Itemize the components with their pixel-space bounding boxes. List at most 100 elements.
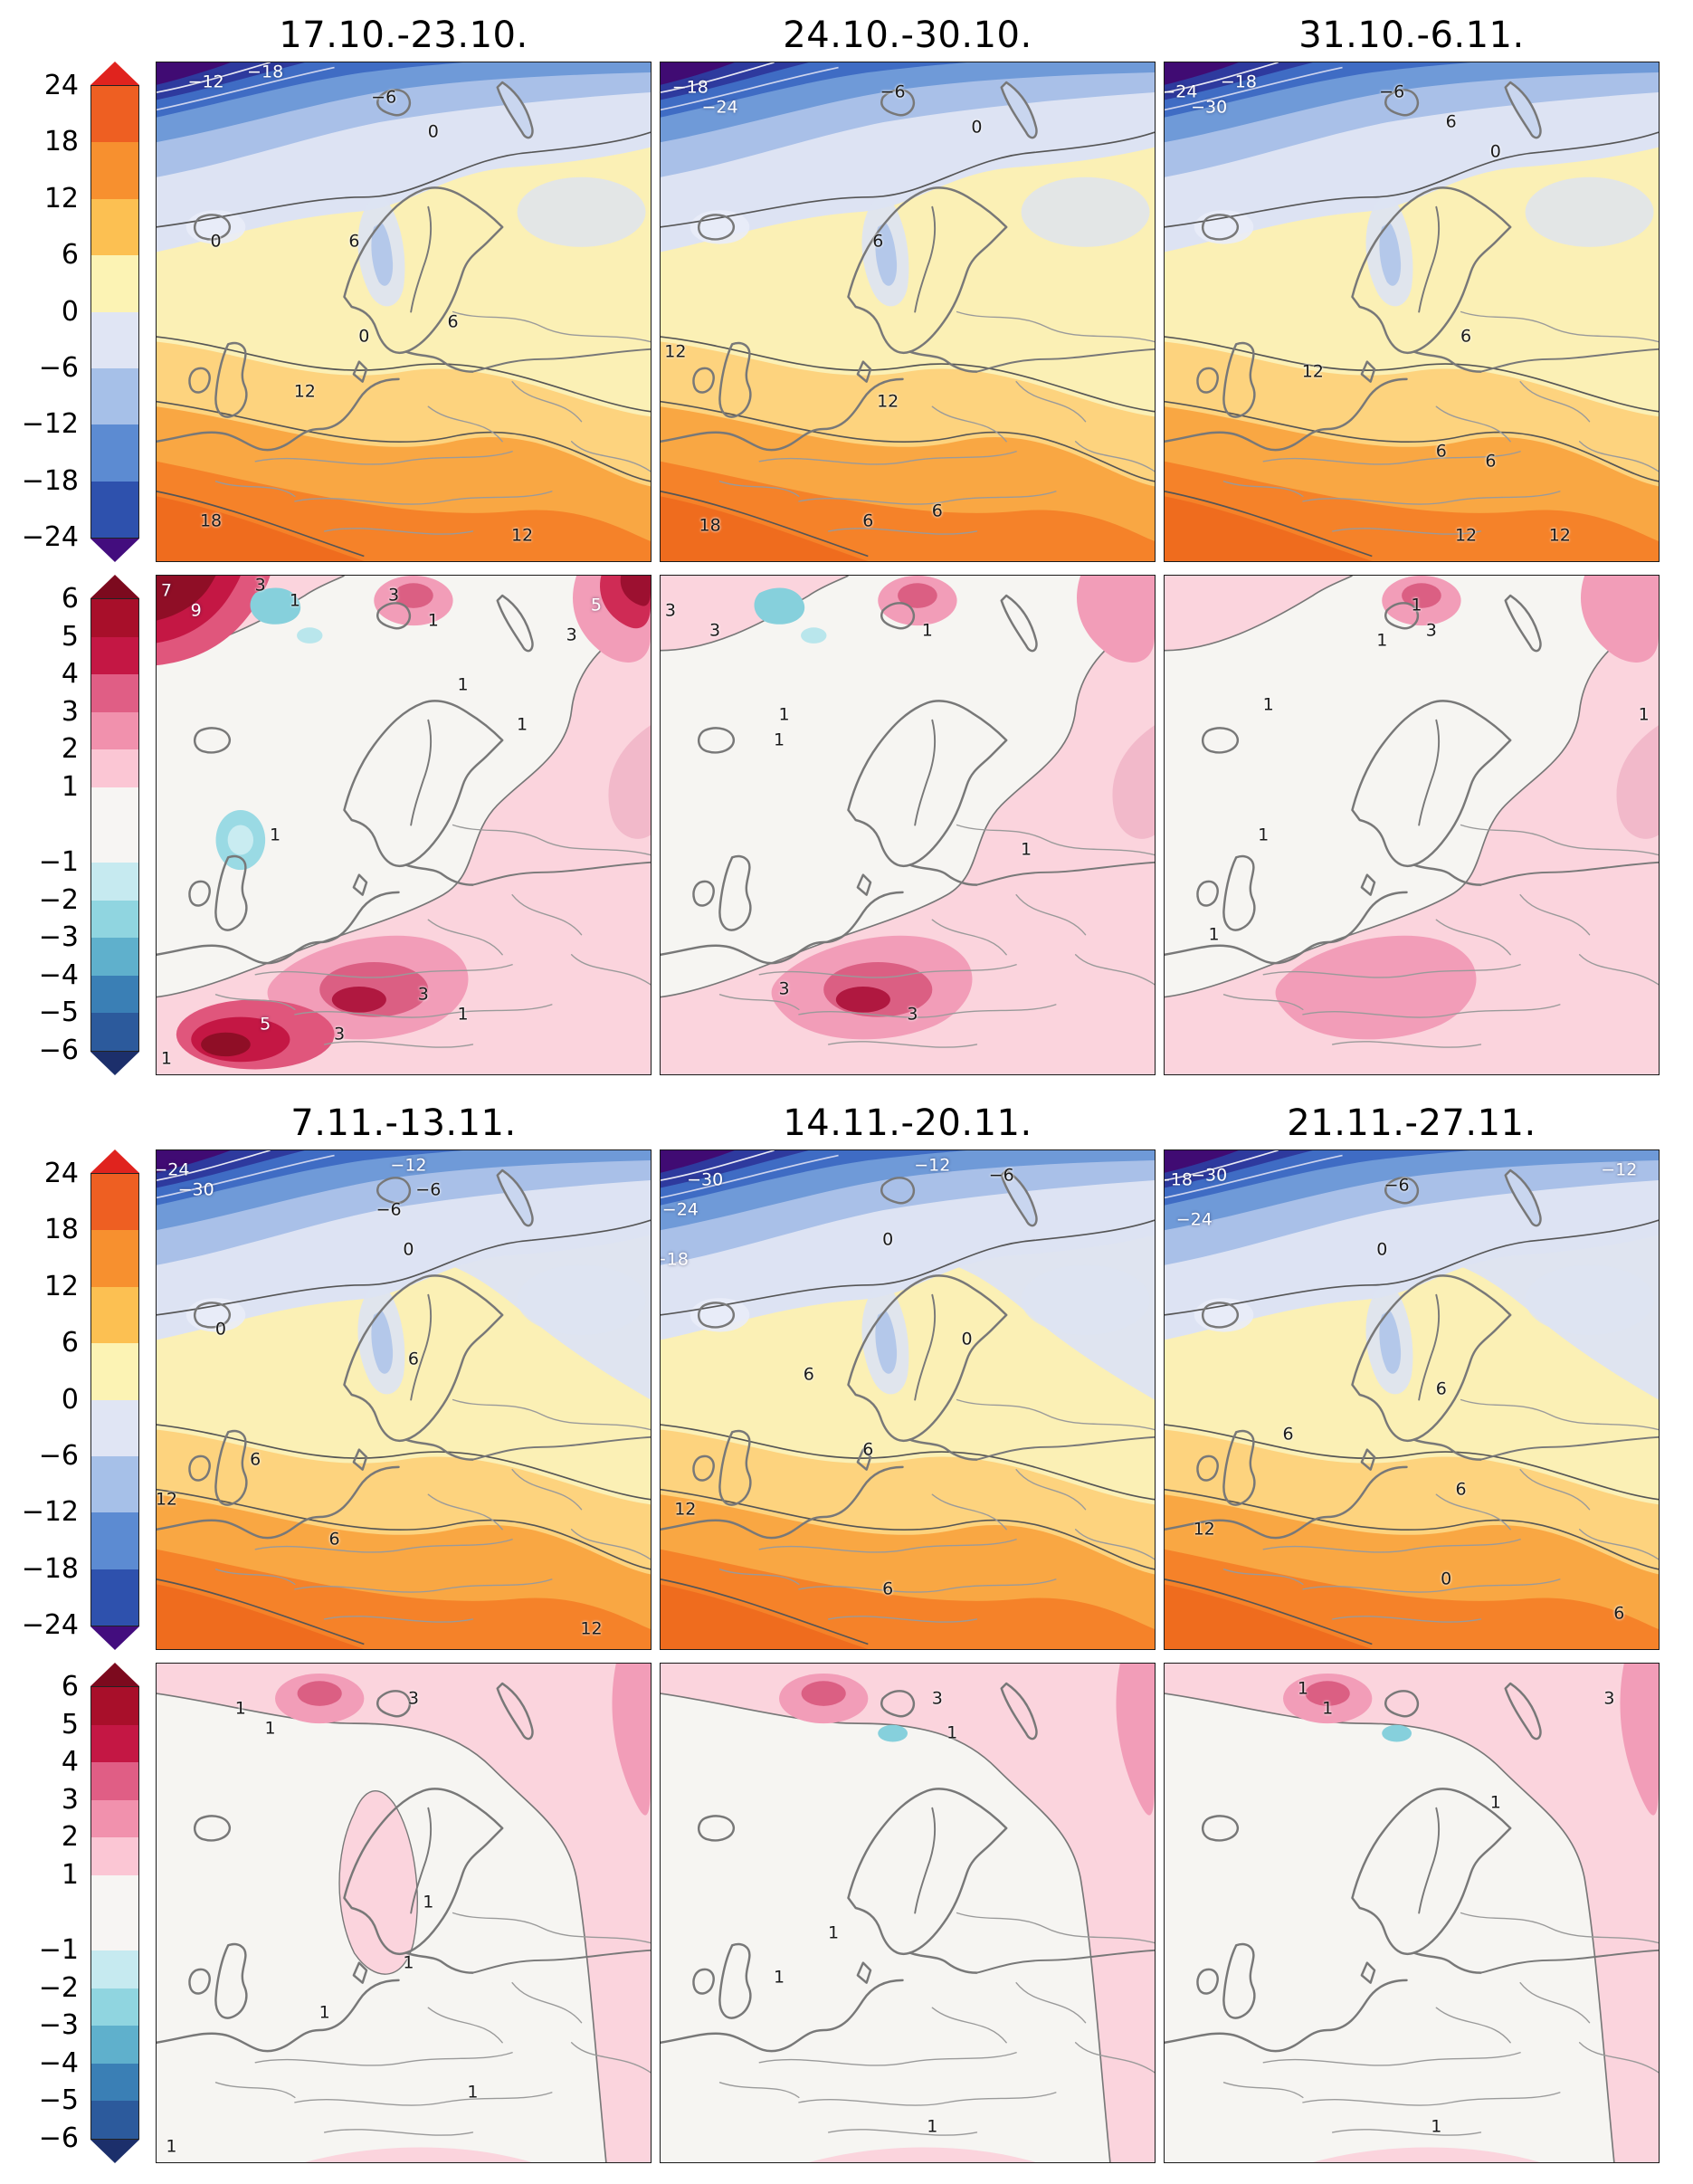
contour-label: 6 <box>1435 441 1447 462</box>
contour-label: 1 <box>828 1922 840 1943</box>
colorbar-segment <box>91 142 138 199</box>
colorbar-segment <box>91 749 138 787</box>
contour-label: 3 <box>417 984 429 1005</box>
contour-label: 12 <box>1301 361 1324 382</box>
colorbar-tick-label: −5 <box>38 2084 79 2117</box>
contour-label: 12 <box>664 341 687 362</box>
contour-label: 12 <box>1454 525 1478 546</box>
colorbar-tick-label: 6 <box>61 239 79 272</box>
contour-label: 1 <box>1258 825 1270 845</box>
contour-label: 1 <box>269 825 281 845</box>
contour-label: 12 <box>510 525 534 546</box>
contour-label: −18 <box>1220 72 1257 92</box>
contour-label: 1 <box>289 590 300 611</box>
colorbar-arrow-bottom <box>90 1052 139 1075</box>
colorbar-segment <box>91 1013 138 1051</box>
colorbar-tick-label: 24 <box>43 1158 79 1189</box>
colorbar-tick-label: −6 <box>38 2122 79 2154</box>
contour-label: 0 <box>1441 1569 1452 1589</box>
colorbar-tick-label: −6 <box>38 1035 79 1066</box>
contour-label: 1 <box>403 1952 414 1973</box>
temperature-row-1: 24 18 12 6 0 −6 −12 −18 −24 −12 −18 −6 0 0 6 0 6 12 18 12 <box>0 62 1693 562</box>
contour-label: 1 <box>467 2082 479 2103</box>
contour-label: 1 <box>160 1048 172 1069</box>
anomaly-colorbar-gutter: 6 5 4 3 2 1 −1 −2 −3 −4 −5 −6 <box>0 575 156 1075</box>
contour-label: 1 <box>457 674 469 695</box>
colorbar-tick-label: −3 <box>38 921 79 954</box>
anomaly-map-artwork <box>1165 576 1659 1074</box>
colorbar-segment <box>91 311 138 368</box>
contour-label: −30 <box>687 1169 724 1190</box>
contour-label: 6 <box>1455 1479 1467 1500</box>
colorbar-segment <box>91 1512 138 1569</box>
colorbar-segment <box>91 1286 138 1344</box>
contour-label: −6 <box>880 81 906 102</box>
contour-label: 6 <box>1435 1378 1447 1399</box>
contour-label: 12 <box>877 391 899 412</box>
colorbar-segment <box>91 2101 138 2139</box>
colorbar-segment <box>91 481 138 538</box>
temperature-colorbar-gutter: 24 18 12 6 0 −6 −12 −18 −24 <box>0 62 156 562</box>
contour-label: 0 <box>971 117 983 138</box>
contour-label: 1 <box>773 730 785 750</box>
temperature-colorbar: 24 18 12 6 0 −6 −12 −18 −24 <box>22 1149 139 1650</box>
contour-label: −18 <box>671 77 709 98</box>
colorbar-tick-label: 12 <box>43 182 79 215</box>
contour-label: −12 <box>390 1155 427 1176</box>
colorbar-arrow-top <box>90 1663 139 1686</box>
contour-label: 1 <box>946 1722 958 1743</box>
colorbar-tick-label: −3 <box>38 2009 79 2042</box>
colorbar-tick-label: −2 <box>38 883 79 916</box>
anomaly-map-artwork <box>1165 1664 1659 2162</box>
week-title-5: 14.11.-20.11. <box>783 1102 1032 1144</box>
contour-label: 6 <box>328 1529 340 1550</box>
contour-label: 3 <box>664 600 676 621</box>
contour-label: −6 <box>988 1165 1014 1186</box>
contour-label: 3 <box>407 1688 419 1709</box>
colorbar-segment <box>91 1837 138 1875</box>
temperature-map-artwork <box>1165 1150 1659 1649</box>
contour-label: 1 <box>1411 595 1422 615</box>
colorbar-tick-label: −12 <box>21 1496 79 1529</box>
colorbar-segment <box>91 787 138 863</box>
contour-label: 3 <box>907 1004 918 1025</box>
colorbar-tick-label: 2 <box>61 733 79 766</box>
temperature-map-artwork <box>661 1150 1155 1649</box>
colorbar-segment <box>91 1988 138 2027</box>
contour-label: 3 <box>388 585 400 606</box>
contour-label: 1 <box>927 2116 938 2137</box>
colorbar-segment <box>91 367 138 425</box>
contour-label: 3 <box>778 978 790 999</box>
colorbar-segment <box>91 938 138 976</box>
contour-label: 6 <box>931 501 943 521</box>
colorbar-segment <box>91 86 138 143</box>
contour-label: 0 <box>403 1239 414 1260</box>
contour-label: 0 <box>358 326 370 347</box>
colorbar-segment <box>91 1762 138 1800</box>
contour-label: 1 <box>1431 2116 1442 2137</box>
colorbar-tick-label: 6 <box>61 583 79 615</box>
contour-label: 3 <box>931 1688 943 1709</box>
temperature-map-artwork <box>661 62 1155 561</box>
colorbar-body: 24 18 12 6 0 −6 −12 −18 −24 <box>22 1160 139 1639</box>
contour-label: 1 <box>264 1718 276 1739</box>
colorbar-tick-label: −24 <box>21 521 79 553</box>
anomaly-map-artwork <box>661 1664 1155 2162</box>
anomaly-colorbar: 6 5 4 3 2 1 −1 −2 −3 −4 −5 −6 <box>39 1663 139 2163</box>
contour-label: 0 <box>882 1229 894 1250</box>
colorbar-tick-label: −18 <box>21 1552 79 1585</box>
colorbar-arrow-top <box>90 1149 139 1173</box>
contour-label: 12 <box>580 1618 603 1639</box>
colorbar-tick-label: −12 <box>21 408 79 441</box>
contour-label: 1 <box>1020 839 1032 860</box>
colorbar-tick-label: 0 <box>61 295 79 328</box>
colorbar-segment <box>91 863 138 901</box>
contour-label: 6 <box>250 1449 262 1470</box>
colorbar-segment <box>91 2026 138 2064</box>
colorbar-segment <box>91 599 138 637</box>
colorbar-arrow-bottom <box>90 2140 139 2163</box>
colorbar-tick-label: 1 <box>61 770 79 803</box>
